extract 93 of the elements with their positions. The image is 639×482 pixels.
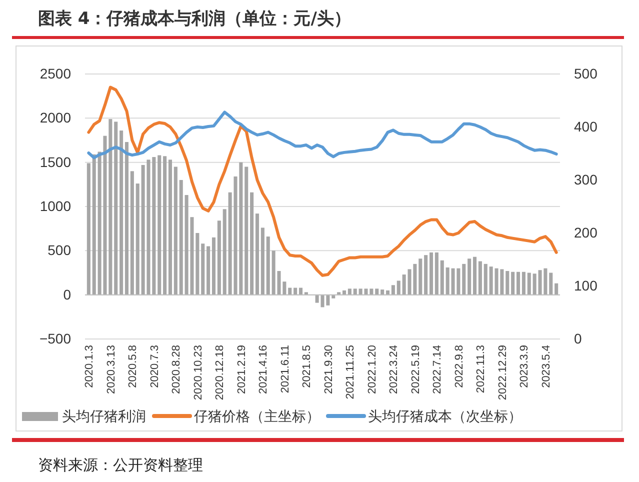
bar: [522, 272, 526, 295]
y2-tick-label: 0: [574, 330, 582, 346]
x-tick-label: 2022.9.8: [453, 345, 466, 388]
bar: [468, 258, 472, 295]
bar: [158, 155, 162, 295]
x-tick-label: 2020.12.18: [214, 345, 226, 400]
bar: [549, 272, 553, 295]
bar: [424, 255, 428, 295]
bar: [375, 288, 379, 295]
bar: [298, 288, 303, 295]
y2-tick-label: 500: [574, 65, 598, 82]
bar: [206, 246, 210, 295]
bar: [212, 237, 216, 295]
x-tick-label: 2020.8.28: [170, 345, 183, 394]
legend-label: 头均仔猪利润: [62, 409, 146, 425]
x-tick-label: 2020.3.13: [105, 345, 118, 394]
x-tick-label: 2021.11.25: [344, 345, 357, 400]
bar: [472, 256, 477, 295]
y-tick-label: 0: [63, 286, 72, 302]
bar: [174, 166, 178, 295]
x-tick-label: 2020.5.8: [127, 345, 140, 388]
x-tick-label: 2021.8.5: [301, 345, 314, 388]
bar: [506, 270, 510, 295]
legend-label: 仔猪价格（主坐标）: [194, 409, 320, 425]
legend-label: 头均仔猪成本（次坐标）: [368, 409, 522, 425]
bar: [288, 288, 292, 295]
bar: [124, 142, 129, 295]
bar: [114, 122, 118, 295]
bar: [260, 228, 264, 295]
bar: [380, 290, 384, 295]
bar: [440, 260, 444, 295]
bar: [163, 156, 167, 295]
bar: [222, 209, 226, 295]
y2-tick-label: 400: [574, 118, 598, 134]
bar: [527, 272, 531, 295]
x-tick-label: 2022.7.14: [432, 345, 444, 394]
bar: [478, 261, 482, 295]
x-tick-label: 2023.3.9: [518, 345, 531, 388]
x-tick-label: 2021.4.16: [258, 345, 270, 394]
x-tick-label: 2022.1.20: [366, 345, 378, 394]
x-tick-label: 2021.2.19: [236, 345, 248, 394]
bar: [120, 130, 124, 295]
bar: [255, 214, 260, 295]
x-tick-label: 2022.11.3: [475, 345, 488, 394]
bar: [250, 192, 254, 295]
y-tick-label: 500: [48, 242, 72, 258]
x-tick-label: 2020.10.23: [192, 345, 204, 400]
bar: [217, 220, 221, 295]
y2-tick-label: 200: [574, 224, 598, 240]
bar: [511, 272, 515, 295]
bar: [86, 163, 90, 295]
bar: [429, 252, 434, 295]
line-series: [87, 86, 558, 277]
chart-title: 图表 4：仔猪成本与利润（单位：元/头）: [38, 9, 351, 29]
bar: [179, 180, 183, 295]
x-tick-label: 2021.9.30: [322, 345, 335, 394]
bar: [168, 160, 172, 295]
bar: [434, 252, 438, 295]
bar: [294, 288, 298, 295]
y-tick-label: 2500: [40, 65, 72, 82]
y-tick-label: 1500: [40, 154, 72, 170]
bar: [342, 290, 346, 295]
y-tick-label: −500: [39, 330, 72, 346]
x-tick-label: 2022.5.19: [410, 345, 422, 394]
y-tick-label: 1000: [40, 198, 72, 214]
x-tick-label: 2023.5.4: [540, 345, 552, 388]
bar: [554, 283, 558, 295]
bar: [244, 166, 248, 295]
y2-tick-label: 300: [574, 171, 598, 188]
bar: [396, 280, 400, 295]
bar: [484, 264, 488, 295]
bar: [92, 154, 96, 295]
y2-tick-label: 100: [574, 277, 598, 294]
text: 资料来源：公开资料整理: [38, 456, 203, 474]
bar: [516, 272, 520, 295]
bar: [386, 290, 390, 295]
bar: [462, 264, 466, 295]
x-tick-label: 2021.6.11: [279, 345, 292, 394]
bar: [201, 244, 205, 295]
line-series: [87, 110, 558, 160]
bar: [391, 285, 395, 295]
x-tick-label: 2022.12.29: [496, 345, 509, 400]
x-tick-label: 2020.1.3: [84, 345, 96, 388]
x-tick-label: 2022.3.24: [388, 345, 400, 394]
bar: [266, 236, 270, 295]
bar: [130, 171, 134, 295]
bar: [418, 258, 422, 295]
x-tick-label: 2020.7.3: [148, 345, 161, 388]
bar: [136, 184, 140, 295]
y-tick-label: 2000: [40, 110, 72, 126]
bar: [337, 292, 341, 295]
bar: [353, 288, 357, 295]
bar: [348, 288, 352, 295]
